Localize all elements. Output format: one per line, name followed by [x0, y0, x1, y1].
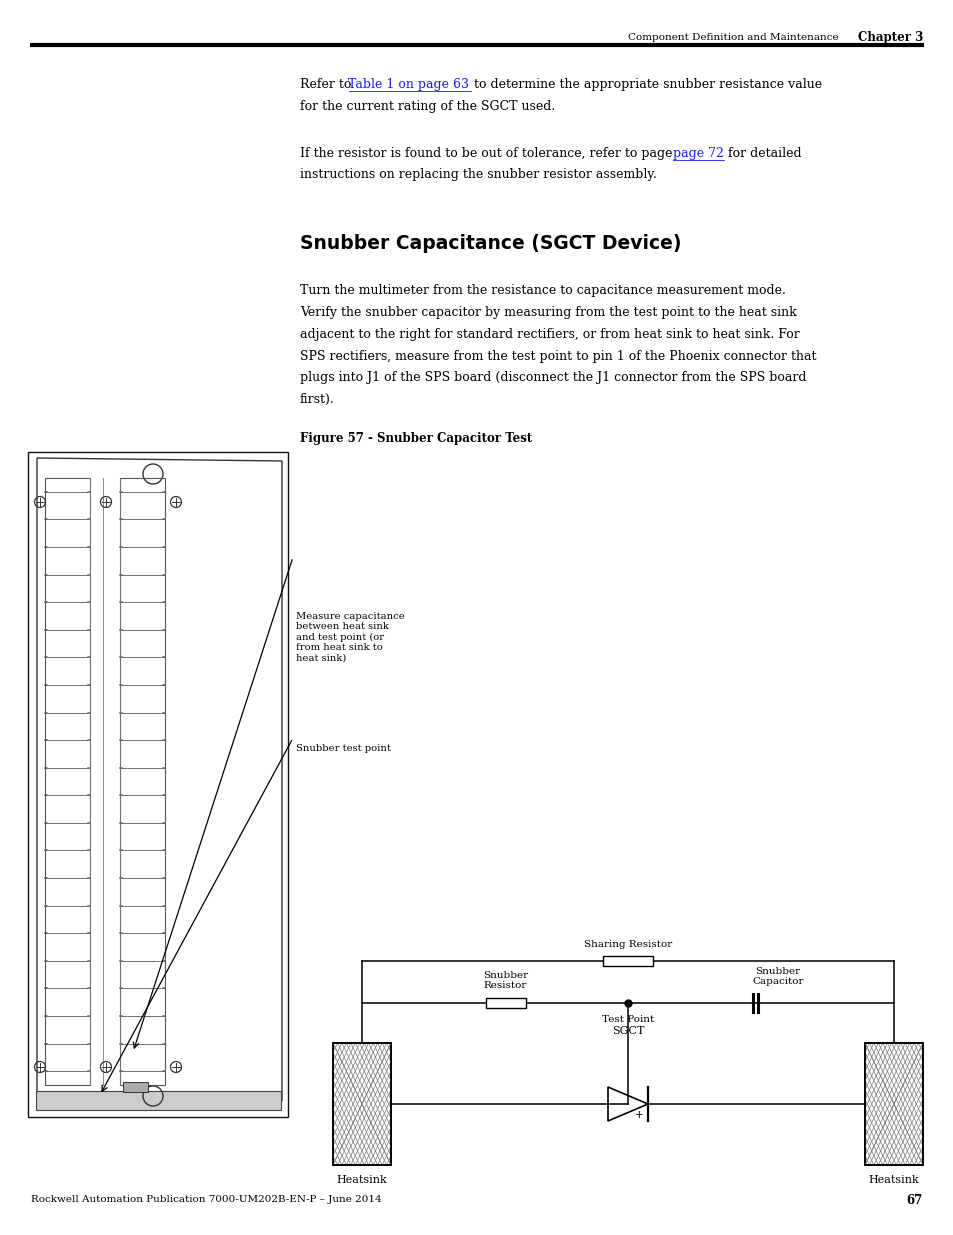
- Text: Figure 57 - Snubber Capacitor Test: Figure 57 - Snubber Capacitor Test: [299, 432, 532, 445]
- Text: first).: first).: [299, 393, 335, 406]
- Text: Rockwell Automation Publication 7000-UM202B-EN-P – June 2014: Rockwell Automation Publication 7000-UM2…: [30, 1195, 381, 1204]
- Text: Snubber
Resistor: Snubber Resistor: [482, 971, 528, 990]
- Text: Heatsink: Heatsink: [336, 1174, 387, 1186]
- Bar: [333, 1044, 391, 1165]
- Text: Table 1 on page 63: Table 1 on page 63: [348, 78, 469, 91]
- Text: Snubber Capacitance (SGCT Device): Snubber Capacitance (SGCT Device): [299, 235, 680, 253]
- Text: Verify the snubber capacitor by measuring from the test point to the heat sink: Verify the snubber capacitor by measurin…: [299, 306, 796, 319]
- Text: Sharing Resistor: Sharing Resistor: [583, 940, 672, 948]
- Text: plugs into J1 of the SPS board (disconnect the J1 connector from the SPS board: plugs into J1 of the SPS board (disconne…: [299, 372, 805, 384]
- Text: Snubber
Capacitor: Snubber Capacitor: [751, 967, 802, 986]
- Bar: [45, 478, 90, 1086]
- Bar: [864, 1044, 923, 1165]
- Text: Refer to: Refer to: [299, 78, 355, 91]
- Bar: [485, 998, 525, 1008]
- Text: 67: 67: [905, 1193, 923, 1207]
- Text: to determine the appropriate snubber resistance value: to determine the appropriate snubber res…: [470, 78, 821, 91]
- Text: Snubber test point: Snubber test point: [295, 743, 391, 753]
- Text: Turn the multimeter from the resistance to capacitance measurement mode.: Turn the multimeter from the resistance …: [299, 284, 785, 298]
- Text: +: +: [635, 1110, 643, 1120]
- Text: for the current rating of the SGCT used.: for the current rating of the SGCT used.: [299, 100, 555, 112]
- Bar: [333, 1044, 391, 1165]
- Text: If the resistor is found to be out of tolerance, refer to page: If the resistor is found to be out of to…: [299, 147, 676, 159]
- Text: adjacent to the right for standard rectifiers, or from heat sink to heat sink. F: adjacent to the right for standard recti…: [299, 327, 799, 341]
- Text: for detailed: for detailed: [723, 147, 801, 159]
- Text: SPS rectifiers, measure from the test point to pin 1 of the Phoenix connector th: SPS rectifiers, measure from the test po…: [299, 350, 816, 363]
- Bar: [602, 956, 652, 966]
- Text: instructions on replacing the snubber resistor assembly.: instructions on replacing the snubber re…: [299, 168, 656, 182]
- Text: Measure capacitance
between heat sink
and test point (or
from heat sink to
heat : Measure capacitance between heat sink an…: [295, 613, 404, 663]
- Text: Chapter 3: Chapter 3: [857, 31, 923, 43]
- Text: SGCT: SGCT: [611, 1026, 643, 1036]
- Text: Component Definition and Maintenance: Component Definition and Maintenance: [628, 32, 838, 42]
- Text: page 72: page 72: [672, 147, 723, 159]
- Bar: [864, 1044, 923, 1165]
- Text: Test Point: Test Point: [601, 1015, 654, 1024]
- Bar: [28, 452, 288, 1116]
- Bar: [123, 1082, 148, 1092]
- Bar: [120, 478, 165, 1086]
- Text: Heatsink: Heatsink: [868, 1174, 919, 1186]
- Bar: [36, 1091, 281, 1110]
